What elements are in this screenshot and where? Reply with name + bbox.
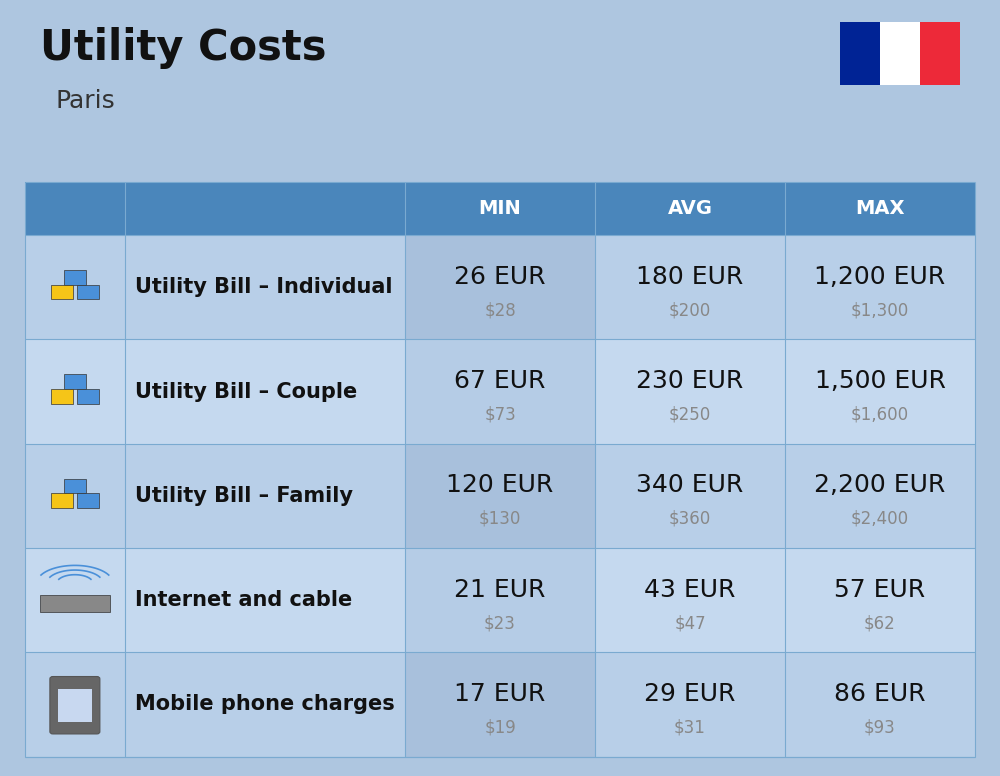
FancyBboxPatch shape	[405, 548, 595, 653]
FancyBboxPatch shape	[880, 22, 920, 85]
Text: 1,200 EUR: 1,200 EUR	[814, 265, 946, 289]
Text: $23: $23	[484, 614, 516, 632]
FancyBboxPatch shape	[405, 339, 595, 444]
Text: MAX: MAX	[855, 199, 905, 218]
Text: Mobile phone charges: Mobile phone charges	[135, 695, 394, 715]
Text: $93: $93	[864, 719, 896, 736]
FancyBboxPatch shape	[25, 548, 975, 653]
FancyBboxPatch shape	[50, 677, 100, 734]
Text: Utility Bill – Individual: Utility Bill – Individual	[135, 277, 392, 297]
Text: 57 EUR: 57 EUR	[834, 577, 926, 601]
Text: $1,600: $1,600	[851, 406, 909, 424]
Text: 17 EUR: 17 EUR	[454, 682, 546, 706]
FancyBboxPatch shape	[77, 389, 99, 404]
Text: $19: $19	[484, 719, 516, 736]
Text: $28: $28	[484, 301, 516, 319]
Text: Internet and cable: Internet and cable	[135, 591, 352, 610]
Text: 86 EUR: 86 EUR	[834, 682, 926, 706]
FancyBboxPatch shape	[920, 22, 960, 85]
FancyBboxPatch shape	[25, 235, 975, 339]
Text: 67 EUR: 67 EUR	[454, 369, 546, 393]
FancyBboxPatch shape	[405, 444, 595, 548]
Text: 26 EUR: 26 EUR	[454, 265, 546, 289]
Text: 2,200 EUR: 2,200 EUR	[814, 473, 946, 497]
Text: MIN: MIN	[479, 199, 521, 218]
Text: $250: $250	[669, 406, 711, 424]
Text: $62: $62	[864, 614, 896, 632]
FancyBboxPatch shape	[25, 444, 975, 548]
FancyBboxPatch shape	[25, 339, 975, 444]
Text: 340 EUR: 340 EUR	[636, 473, 744, 497]
Text: Utility Costs: Utility Costs	[40, 27, 326, 69]
Text: 230 EUR: 230 EUR	[636, 369, 744, 393]
FancyBboxPatch shape	[25, 182, 975, 235]
FancyBboxPatch shape	[405, 235, 595, 339]
Text: Utility Bill – Family: Utility Bill – Family	[135, 486, 353, 506]
FancyBboxPatch shape	[64, 479, 86, 494]
Text: $47: $47	[674, 614, 706, 632]
FancyBboxPatch shape	[77, 494, 99, 508]
FancyBboxPatch shape	[25, 653, 975, 757]
Text: $2,400: $2,400	[851, 510, 909, 528]
Text: Paris: Paris	[55, 89, 115, 113]
Text: $1,300: $1,300	[851, 301, 909, 319]
Text: 120 EUR: 120 EUR	[446, 473, 554, 497]
Text: 29 EUR: 29 EUR	[644, 682, 736, 706]
FancyBboxPatch shape	[64, 270, 86, 285]
FancyBboxPatch shape	[51, 389, 73, 404]
FancyBboxPatch shape	[77, 285, 99, 300]
Text: 43 EUR: 43 EUR	[644, 577, 736, 601]
FancyBboxPatch shape	[51, 285, 73, 300]
Text: $130: $130	[479, 510, 521, 528]
FancyBboxPatch shape	[64, 375, 86, 389]
Text: 1,500 EUR: 1,500 EUR	[815, 369, 945, 393]
Text: Utility Bill – Couple: Utility Bill – Couple	[135, 382, 357, 401]
Text: AVG: AVG	[668, 199, 712, 218]
Text: $73: $73	[484, 406, 516, 424]
FancyBboxPatch shape	[51, 494, 73, 508]
Text: 180 EUR: 180 EUR	[636, 265, 744, 289]
FancyBboxPatch shape	[840, 22, 880, 85]
FancyBboxPatch shape	[40, 594, 110, 611]
Text: 21 EUR: 21 EUR	[454, 577, 546, 601]
Text: $360: $360	[669, 510, 711, 528]
Text: $31: $31	[674, 719, 706, 736]
Text: $200: $200	[669, 301, 711, 319]
FancyBboxPatch shape	[58, 689, 92, 722]
FancyBboxPatch shape	[405, 653, 595, 757]
